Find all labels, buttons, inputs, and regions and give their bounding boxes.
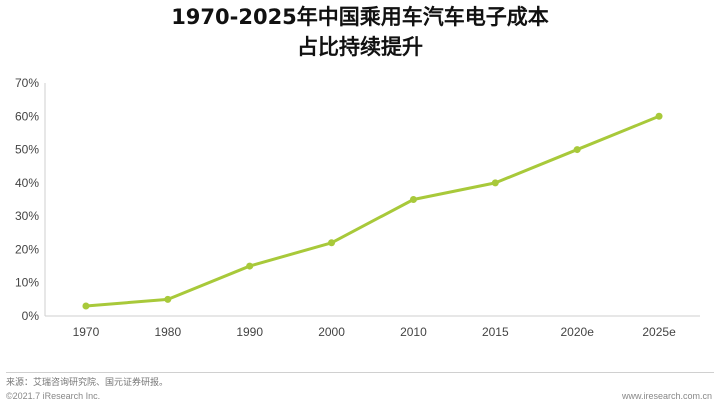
y-tick-label: 50%: [15, 143, 39, 157]
chart-title: 1970-2025年中国乘用车汽车电子成本 占比持续提升: [0, 2, 720, 62]
x-tick-label: 1970: [73, 325, 100, 339]
website-text: www.iresearch.com.cn: [621, 391, 712, 401]
series-polyline: [84, 114, 661, 308]
x-tick-label: 2010: [400, 325, 427, 339]
x-tick-label: 2015: [482, 325, 509, 339]
x-tick-label: 2020e: [561, 325, 595, 339]
series-line: [82, 112, 663, 310]
chart-title-line-2: 占比持续提升: [297, 35, 423, 59]
y-tick-label: 10%: [15, 276, 39, 290]
x-tick-label: 1990: [236, 325, 263, 339]
chart-title-line-1: 1970-2025年中国乘用车汽车电子成本: [171, 5, 549, 29]
line-chart: 0% 10% 20% 30% 40% 50% 60% 70% 1970 1980 1990 2000…: [15, 76, 700, 339]
data-point: [573, 146, 581, 154]
data-point: [164, 295, 172, 303]
x-tick-label: 1980: [154, 325, 181, 339]
data-point: [655, 112, 663, 120]
source-note: 来源：艾瑞咨询研究院、国元证券研报。: [6, 378, 169, 388]
x-tick-label: 2000: [318, 325, 345, 339]
footer-divider: [6, 372, 714, 373]
data-point: [328, 239, 336, 247]
data-point: [246, 262, 254, 270]
y-axis: 0% 10% 20% 30% 40% 50% 60% 70%: [15, 76, 46, 323]
y-tick-label: 60%: [15, 109, 39, 123]
y-tick-label: 70%: [15, 76, 39, 90]
y-tick-label: 0%: [22, 309, 40, 323]
data-point: [409, 196, 417, 203]
y-tick-label: 30%: [15, 209, 39, 223]
y-tick-label: 40%: [15, 176, 39, 190]
data-point: [82, 302, 90, 310]
x-tick-label: 2025e: [642, 325, 676, 339]
data-point: [491, 179, 499, 187]
x-axis: 1970 1980 1990 2000 2010 2015 2020e 2025e: [45, 315, 700, 339]
y-tick-label: 20%: [15, 242, 39, 256]
copyright-text: ©2021.7 iResearch Inc.: [6, 391, 101, 401]
